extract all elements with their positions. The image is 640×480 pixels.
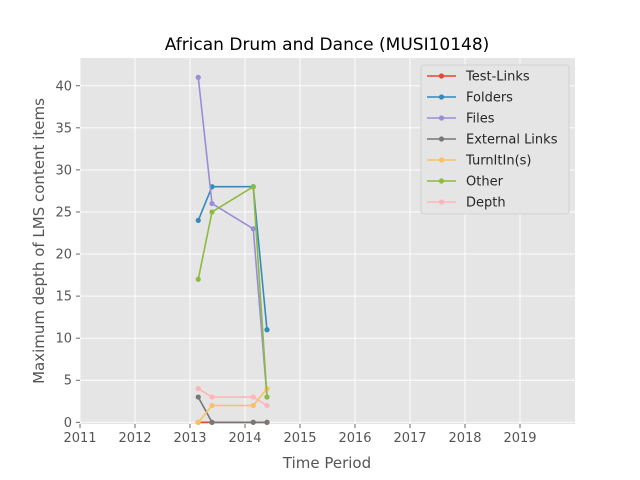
series-layer — [195, 74, 270, 425]
series-line — [197, 387, 268, 407]
series-line — [197, 388, 268, 423]
data-point — [209, 419, 215, 425]
x-tick-label: 2016 — [338, 431, 371, 446]
x-tick-label: 2014 — [228, 431, 261, 446]
data-point — [195, 394, 201, 400]
legend-item: Files — [427, 112, 495, 127]
legend-label: Depth — [466, 196, 506, 211]
series-5 — [195, 184, 270, 400]
series-line — [197, 185, 268, 398]
data-point — [250, 184, 256, 190]
legend: Test-Links Folders Files External Links Turn… — [420, 64, 570, 215]
y-tick-label: 10 — [55, 332, 72, 347]
data-point — [195, 386, 201, 392]
legend-marker — [438, 115, 445, 121]
y-tick-label: 5 — [64, 374, 72, 389]
legend-item: Test-Links — [427, 70, 530, 85]
data-point — [250, 394, 256, 400]
data-point — [209, 200, 215, 207]
data-point — [195, 217, 201, 223]
series-line — [197, 77, 268, 398]
data-point — [209, 402, 215, 409]
series-line — [197, 396, 267, 424]
legend-marker — [438, 199, 445, 205]
legend-marker — [438, 157, 445, 163]
x-tick-label: 2017 — [393, 431, 426, 446]
data-point — [209, 394, 215, 400]
series-3 — [195, 394, 270, 425]
legend-marker — [438, 94, 445, 100]
data-point — [195, 74, 201, 80]
y-axis: 0 5 10 15 20 25 30 35 40 — [55, 79, 80, 431]
y-tick-label: 40 — [55, 79, 72, 94]
y-tick-label: 15 — [55, 290, 72, 305]
data-point — [264, 419, 270, 425]
data-point — [195, 276, 201, 282]
legend-item: External Links — [427, 133, 558, 148]
legend-label: Test-Links — [465, 70, 530, 85]
x-axis: 2011 2012 2013 2014 2015 2016 2017 2018 2019 — [63, 424, 537, 446]
data-point — [264, 394, 270, 400]
x-tick-label: 2012 — [118, 431, 151, 446]
data-point — [209, 209, 215, 215]
y-tick-label: 0 — [64, 416, 72, 431]
y-tick-label: 25 — [55, 205, 72, 220]
legend-item: TurnItIn(s) — [427, 154, 531, 169]
data-point — [250, 419, 256, 425]
legend-marker — [438, 136, 445, 142]
legend-label: Files — [466, 112, 495, 127]
y-tick-label: 30 — [55, 163, 72, 178]
series-6 — [195, 386, 270, 409]
legend-label: Folders — [466, 91, 513, 106]
series-2 — [195, 74, 270, 400]
y-tick-label: 20 — [55, 248, 72, 263]
x-tick-label: 2018 — [448, 431, 481, 446]
data-point — [264, 402, 270, 409]
legend-label: TurnItIn(s) — [465, 154, 531, 169]
legend-item: Other — [427, 175, 504, 190]
legend-item: Depth — [427, 196, 506, 211]
chart-title: African Drum and Dance (MUSI10148) — [165, 35, 490, 55]
x-tick-label: 2015 — [283, 431, 316, 446]
legend-marker — [438, 73, 445, 79]
data-point — [195, 419, 201, 425]
data-point — [264, 327, 270, 333]
legend-label: External Links — [466, 133, 558, 148]
data-point — [250, 402, 256, 409]
x-tick-label: 2013 — [173, 431, 206, 446]
legend-marker — [438, 178, 445, 184]
y-tick-label: 35 — [55, 121, 72, 136]
x-axis-title: Time Period — [282, 454, 371, 472]
x-tick-label: 2011 — [63, 431, 96, 446]
legend-label: Other — [466, 175, 504, 190]
legend-item: Folders — [427, 91, 513, 106]
series-line — [197, 185, 268, 330]
x-tick-label: 2019 — [503, 431, 536, 446]
y-axis-title: Maximum depth of LMS content items — [30, 98, 48, 384]
data-point — [250, 226, 256, 232]
legend-box — [420, 64, 570, 215]
